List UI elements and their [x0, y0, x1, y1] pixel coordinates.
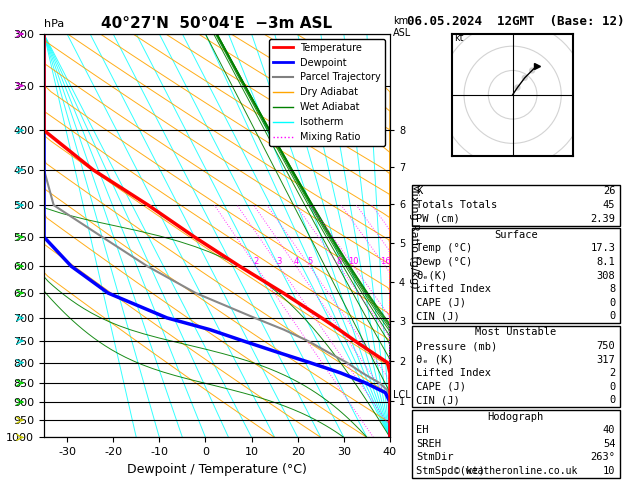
Text: 5: 5: [307, 257, 312, 266]
Text: PW (cm): PW (cm): [416, 214, 460, 224]
Legend: Temperature, Dewpoint, Parcel Trajectory, Dry Adiabat, Wet Adiabat, Isotherm, Mi: Temperature, Dewpoint, Parcel Trajectory…: [269, 39, 385, 146]
Text: 8: 8: [337, 257, 342, 266]
Text: LCL: LCL: [394, 390, 411, 399]
Text: kt: kt: [454, 34, 464, 43]
Text: 8: 8: [609, 284, 615, 294]
Text: StmSpd (kt): StmSpd (kt): [416, 466, 485, 476]
Title: 40°27'N  50°04'E  −3m ASL: 40°27'N 50°04'E −3m ASL: [101, 17, 333, 32]
Text: 0: 0: [609, 298, 615, 308]
Text: 8.1: 8.1: [597, 257, 615, 267]
Text: 0: 0: [609, 382, 615, 392]
Text: © weatheronline.co.uk: © weatheronline.co.uk: [454, 466, 577, 476]
Text: 54: 54: [603, 439, 615, 449]
Text: 0: 0: [609, 396, 615, 405]
Text: 308: 308: [597, 271, 615, 280]
Text: K: K: [416, 187, 423, 196]
Text: 26: 26: [603, 187, 615, 196]
Text: StmDir: StmDir: [416, 452, 454, 462]
Bar: [411, 326, 620, 407]
Text: 4: 4: [294, 257, 299, 266]
X-axis label: Dewpoint / Temperature (°C): Dewpoint / Temperature (°C): [127, 463, 307, 476]
Text: 3: 3: [276, 257, 282, 266]
Y-axis label: Mixing Ratio (g/kg): Mixing Ratio (g/kg): [409, 183, 419, 289]
Text: 2: 2: [253, 257, 259, 266]
Text: 2: 2: [609, 368, 615, 378]
Text: 263°: 263°: [591, 452, 615, 462]
Text: Temp (°C): Temp (°C): [416, 243, 472, 253]
Text: 45: 45: [603, 200, 615, 210]
Bar: [411, 228, 620, 323]
Text: 06.05.2024  12GMT  (Base: 12): 06.05.2024 12GMT (Base: 12): [407, 15, 625, 28]
Text: km
ASL: km ASL: [393, 16, 411, 37]
Text: Most Unstable: Most Unstable: [475, 328, 557, 337]
Text: Dewp (°C): Dewp (°C): [416, 257, 472, 267]
Bar: [411, 185, 620, 226]
Text: CIN (J): CIN (J): [416, 312, 460, 321]
Text: 2.39: 2.39: [591, 214, 615, 224]
Text: θₑ(K): θₑ(K): [416, 271, 447, 280]
Text: Totals Totals: Totals Totals: [416, 200, 498, 210]
Text: 17.3: 17.3: [591, 243, 615, 253]
Text: Surface: Surface: [494, 230, 538, 240]
Text: SREH: SREH: [416, 439, 441, 449]
Text: hPa: hPa: [44, 19, 64, 29]
Text: 16: 16: [380, 257, 391, 266]
Text: Lifted Index: Lifted Index: [416, 368, 491, 378]
Circle shape: [530, 68, 535, 73]
Text: 0: 0: [609, 312, 615, 321]
Text: θₑ (K): θₑ (K): [416, 355, 454, 364]
Text: 10: 10: [348, 257, 359, 266]
Y-axis label: hPa: hPa: [0, 225, 1, 247]
Text: 10: 10: [603, 466, 615, 476]
Text: 40: 40: [603, 425, 615, 435]
Text: Pressure (mb): Pressure (mb): [416, 341, 498, 351]
Text: 317: 317: [597, 355, 615, 364]
Text: Lifted Index: Lifted Index: [416, 284, 491, 294]
Circle shape: [515, 85, 520, 90]
Text: CAPE (J): CAPE (J): [416, 382, 466, 392]
Text: CIN (J): CIN (J): [416, 396, 460, 405]
Text: EH: EH: [416, 425, 428, 435]
Bar: [411, 410, 620, 478]
Text: 750: 750: [597, 341, 615, 351]
Text: CAPE (J): CAPE (J): [416, 298, 466, 308]
Text: Hodograph: Hodograph: [487, 412, 544, 421]
Circle shape: [522, 75, 527, 80]
